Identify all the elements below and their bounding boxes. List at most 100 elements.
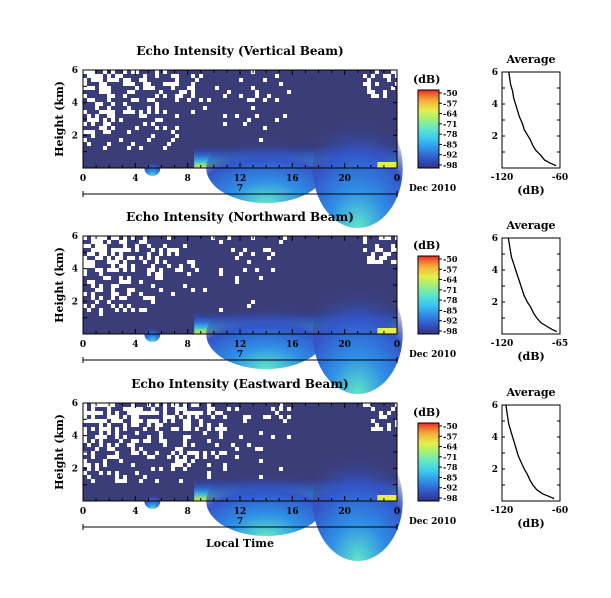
no-echo-cell — [163, 260, 167, 264]
no-echo-cell — [131, 308, 135, 312]
no-echo-cell — [191, 459, 195, 463]
no-echo-cell — [91, 439, 95, 443]
no-echo-cell — [155, 403, 159, 407]
no-echo-cell — [123, 264, 127, 268]
no-echo-cell — [171, 463, 175, 467]
no-echo-cell — [383, 252, 387, 256]
no-echo-cell — [131, 288, 135, 292]
no-echo-cell — [107, 455, 111, 459]
average-x-tick-label: -120 — [491, 173, 514, 183]
no-echo-cell — [115, 419, 119, 423]
y-tick-label: 4 — [72, 432, 78, 442]
no-echo-cell — [183, 459, 187, 463]
no-echo-cell — [191, 288, 195, 292]
no-echo-cell — [139, 479, 143, 483]
no-echo-cell — [107, 431, 111, 435]
no-echo-cell — [371, 74, 375, 78]
no-echo-cell — [123, 236, 127, 240]
no-echo-cell — [383, 94, 387, 98]
no-echo-cell — [191, 443, 195, 447]
no-echo-cell — [87, 130, 91, 134]
no-echo-cell — [111, 403, 115, 407]
no-echo-cell — [279, 240, 283, 244]
no-echo-cell — [127, 304, 131, 308]
no-echo-cell — [175, 411, 179, 415]
colorbar-tick-label: -57 — [443, 264, 457, 274]
no-echo-cell — [163, 411, 167, 415]
no-echo-cell — [111, 248, 115, 252]
x-tick-label: 16 — [286, 507, 299, 517]
no-echo-cell — [111, 114, 115, 118]
no-echo-cell — [131, 407, 135, 411]
no-echo-cell — [167, 236, 171, 240]
no-echo-cell — [91, 86, 95, 90]
no-echo-cell — [191, 411, 195, 415]
no-echo-cell — [107, 276, 111, 280]
no-echo-cell — [243, 419, 247, 423]
x-tick-label: 0 — [80, 340, 86, 350]
no-echo-cell — [87, 475, 91, 479]
no-echo-cell — [107, 300, 111, 304]
no-echo-cell — [83, 70, 87, 74]
no-echo-cell — [135, 415, 139, 419]
no-echo-cell — [151, 122, 155, 126]
no-echo-cell — [143, 82, 147, 86]
colorbar-tick-label: -98 — [443, 326, 458, 336]
no-echo-cell — [171, 419, 175, 423]
no-echo-cell — [139, 280, 143, 284]
no-echo-cell — [103, 463, 107, 467]
no-echo-cell — [391, 70, 395, 74]
no-echo-cell — [195, 415, 199, 419]
no-echo-cell — [159, 276, 163, 280]
no-echo-cell — [99, 78, 103, 82]
no-echo-cell — [99, 471, 103, 475]
no-echo-cell — [163, 439, 167, 443]
no-echo-cell — [111, 284, 115, 288]
no-echo-cell — [99, 403, 103, 407]
no-echo-cell — [219, 411, 223, 415]
no-echo-cell — [123, 244, 127, 248]
no-echo-cell — [283, 236, 287, 240]
no-echo-cell — [147, 138, 151, 142]
no-echo-cell — [131, 110, 135, 114]
no-echo-cell — [159, 118, 163, 122]
no-echo-cell — [87, 443, 91, 447]
no-echo-cell — [211, 415, 215, 419]
no-echo-cell — [131, 90, 135, 94]
average-y-tick-label: 2 — [492, 465, 498, 475]
no-echo-cell — [195, 268, 199, 272]
no-echo-cell — [171, 82, 175, 86]
no-echo-cell — [135, 419, 139, 423]
no-echo-cell — [383, 415, 387, 419]
no-echo-cell — [83, 138, 87, 142]
no-echo-cell — [183, 427, 187, 431]
average-profile-line — [507, 237, 558, 333]
no-echo-cell — [83, 451, 87, 455]
no-echo-cell — [179, 459, 183, 463]
no-echo-cell — [215, 411, 219, 415]
no-echo-cell — [175, 114, 179, 118]
no-echo-cell — [287, 90, 291, 94]
no-echo-cell — [383, 74, 387, 78]
no-echo-cell — [387, 252, 391, 256]
no-echo-cell — [103, 126, 107, 130]
colorbar — [417, 422, 440, 502]
panel-title: Echo Intensity (Vertical Beam) — [136, 44, 343, 58]
no-echo-cell — [107, 122, 111, 126]
no-echo-cell — [195, 403, 199, 407]
colorbar-tick-label: -50 — [443, 254, 458, 264]
no-echo-cell — [195, 427, 199, 431]
no-echo-cell — [91, 280, 95, 284]
no-echo-cell — [155, 94, 159, 98]
y-tick-label: 4 — [72, 265, 78, 275]
no-echo-cell — [211, 407, 215, 411]
no-echo-cell — [255, 114, 259, 118]
no-echo-cell — [135, 439, 139, 443]
no-echo-cell — [187, 411, 191, 415]
no-echo-cell — [123, 248, 127, 252]
no-echo-cell — [115, 78, 119, 82]
no-echo-cell — [207, 407, 211, 411]
no-echo-cell — [379, 415, 383, 419]
no-echo-cell — [143, 260, 147, 264]
no-echo-cell — [199, 423, 203, 427]
